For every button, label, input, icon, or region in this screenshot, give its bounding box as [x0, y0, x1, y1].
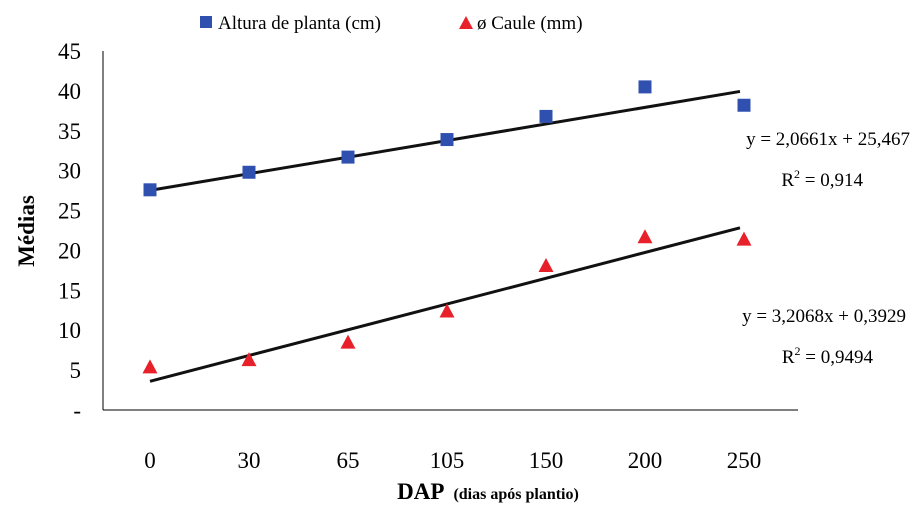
- point-altura: [638, 80, 652, 94]
- legend: Altura de planta (cm) ø Caule (mm): [200, 13, 583, 34]
- r2-caule-text: R2 = 0,9494: [782, 344, 874, 368]
- r2-caule-sup: 2: [795, 344, 801, 358]
- equation-altura: y = 2,0661x + 25,467 R2 = 0,914: [746, 129, 910, 191]
- y-tick-label: 35: [58, 119, 81, 144]
- x-tick-label: 30: [238, 448, 261, 473]
- point-altura: [737, 98, 751, 112]
- x-tick-labels: 0 30 65 105 150 200 250: [144, 448, 761, 473]
- x-tick-label: 250: [727, 448, 762, 473]
- x-tick-label: 150: [529, 448, 564, 473]
- y-tick-label: 20: [58, 238, 81, 263]
- trendline-caule: [149, 226, 741, 383]
- y-tick-label: -: [73, 398, 81, 423]
- point-altura: [539, 109, 553, 123]
- x-axis-title-main: DAP: [397, 479, 444, 504]
- point-caule: [538, 258, 554, 272]
- data-points: [142, 80, 752, 374]
- r2-altura-label: R: [781, 170, 794, 191]
- x-tick-label: 200: [628, 448, 663, 473]
- legend-label-altura: Altura de planta (cm): [218, 13, 381, 34]
- y-tick-label: 30: [58, 159, 81, 184]
- legend-marker-altura: [200, 16, 212, 28]
- x-tick-label: 105: [430, 448, 465, 473]
- equation-caule-text: y = 3,2068x + 0,3929: [742, 306, 906, 327]
- x-axis-title: DAP (dias após plantio): [397, 479, 579, 504]
- point-caule: [736, 231, 752, 246]
- r2-caule-label: R: [782, 347, 795, 368]
- y-tick-labels: - 5 10 15 20 25 30 35 40 45: [58, 39, 81, 423]
- equation-caule: y = 3,2068x + 0,3929 R2 = 0,9494: [742, 306, 906, 368]
- x-tick-label: 65: [337, 448, 360, 473]
- point-altura: [440, 133, 454, 147]
- legend-marker-caule: [459, 16, 473, 29]
- point-altura: [143, 183, 157, 197]
- point-altura: [341, 150, 355, 164]
- point-caule: [439, 303, 455, 318]
- y-tick-label: 5: [70, 358, 82, 383]
- y-tick-label: 40: [58, 79, 81, 104]
- point-caule: [637, 229, 653, 244]
- point-caule: [340, 334, 356, 349]
- y-axis-title: Médias: [14, 195, 39, 267]
- y-tick-label: 15: [58, 278, 81, 303]
- equation-altura-text: y = 2,0661x + 25,467: [746, 129, 910, 150]
- r2-altura-value: = 0,914: [800, 170, 863, 191]
- legend-label-caule: ø Caule (mm): [477, 13, 583, 34]
- y-tick-label: 45: [58, 39, 81, 64]
- y-tick-label: 10: [58, 318, 81, 343]
- x-axis-title-sub: (dias após plantio): [453, 486, 578, 503]
- x-tick-label: 0: [144, 448, 156, 473]
- r2-altura-text: R2 = 0,914: [781, 167, 863, 191]
- point-caule: [241, 352, 257, 367]
- r2-altura-sup: 2: [794, 167, 800, 181]
- point-altura: [242, 165, 256, 179]
- point-caule: [142, 359, 158, 374]
- y-tick-label: 25: [58, 199, 81, 224]
- r2-caule-value: = 0,9494: [801, 347, 874, 368]
